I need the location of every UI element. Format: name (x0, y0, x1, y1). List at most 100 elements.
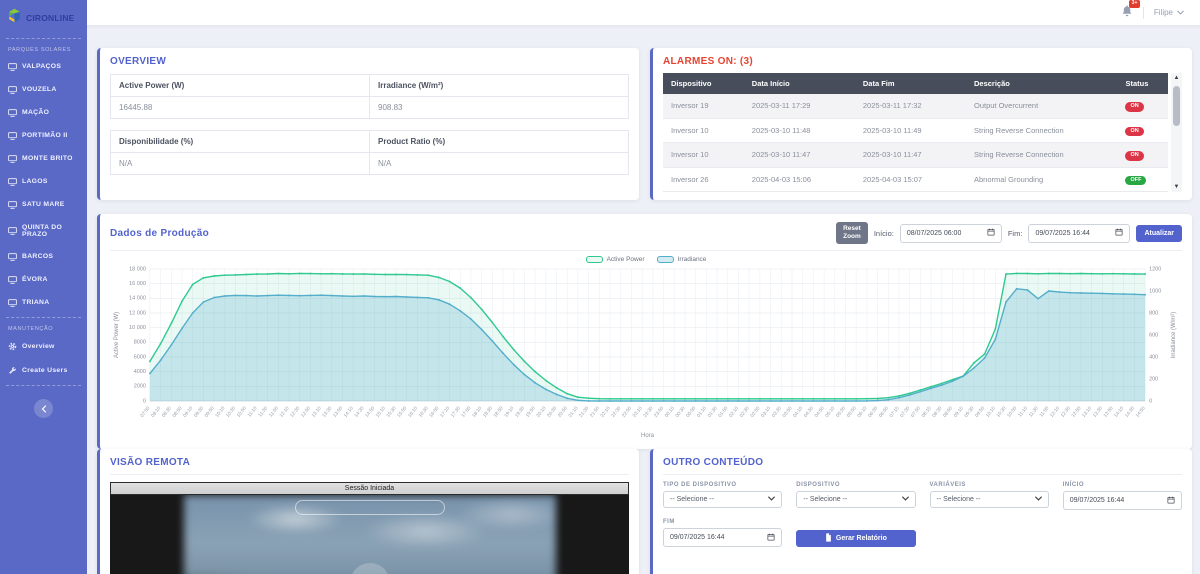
form-fim-input[interactable]: 09/07/2025 16:44 (663, 528, 783, 548)
solar-park-icon (8, 298, 17, 307)
sidebar-item-valpa-os[interactable]: VALPAÇOS (0, 55, 87, 78)
calendar-icon[interactable] (767, 533, 775, 543)
sidebar-item-monte-brito[interactable]: MONTE BRITO (0, 147, 87, 170)
fim-datetime-input[interactable]: 09/07/2025 16:44 (1028, 223, 1131, 243)
notifications-button[interactable]: 3+ (1121, 0, 1140, 22)
svg-text:23:30: 23:30 (642, 406, 654, 419)
sidebar-item-create-users[interactable]: Create Users (0, 358, 87, 382)
svg-text:17:10: 17:10 (439, 406, 451, 419)
variaveis-select[interactable]: -- Selecione -- (929, 491, 1049, 509)
form-fim-label: FIM (663, 519, 675, 526)
svg-text:10:50: 10:50 (1006, 406, 1018, 419)
sidebar-item-portim-o-ii[interactable]: PORTIMÃO II (0, 124, 87, 147)
calendar-icon[interactable] (1115, 228, 1123, 238)
sidebar-item-satu-mare[interactable]: SATU MARE (0, 193, 87, 216)
sidebar-item-label: ÉVORA (22, 276, 48, 283)
solar-park-icon (8, 154, 17, 163)
svg-text:07:10: 07:10 (888, 406, 900, 419)
sidebar-item-label: SATU MARE (22, 201, 65, 208)
metric-label: Disponibilidade (%) (110, 130, 370, 153)
alarm-cell: 2025-03-10 11:48 (743, 118, 855, 143)
sidebar-collapse-button[interactable] (34, 399, 53, 418)
svg-text:14:10: 14:10 (343, 406, 355, 419)
svg-text:12:50: 12:50 (1070, 406, 1082, 419)
form-inicio-input[interactable]: 09/07/2025 16:44 (1062, 491, 1182, 511)
atualizar-button[interactable]: Atualizar (1136, 224, 1182, 242)
sidebar-item-label: Overview (22, 342, 55, 350)
svg-text:08:10: 08:10 (921, 406, 933, 419)
user-menu[interactable]: Filipe (1154, 8, 1184, 17)
gerar-relatorio-label: Gerar Relatório (835, 535, 887, 543)
solar-park-icon (8, 252, 17, 261)
reset-zoom-button[interactable]: Reset Zoom (836, 222, 868, 245)
svg-text:22:10: 22:10 (599, 406, 611, 419)
svg-text:23:10: 23:10 (632, 406, 644, 419)
svg-text:13:30: 13:30 (1092, 406, 1104, 419)
scroll-down-icon[interactable]: ▼ (1173, 184, 1180, 190)
alarm-row[interactable]: Inversor 10 2025-03-10 11:47 2025-03-10 11… (663, 142, 1168, 168)
sidebar-item-label: BARCOS (22, 253, 54, 260)
svg-text:20:50: 20:50 (557, 406, 569, 419)
svg-text:12:50: 12:50 (300, 406, 312, 419)
inicio-datetime-input[interactable]: 08/07/2025 06:00 (899, 223, 1002, 243)
alarm-row[interactable]: Inversor 19 2025-03-11 17:29 2025-03-11 17… (663, 94, 1168, 119)
svg-text:05:30: 05:30 (835, 406, 847, 419)
sidebar-item-vouzela[interactable]: VOUZELA (0, 78, 87, 101)
sidebar-item-overview[interactable]: Overview (0, 334, 87, 358)
fim-label: Fim: (1007, 228, 1023, 238)
svg-text:16:30: 16:30 (418, 406, 430, 419)
svg-text:4000: 4000 (134, 369, 146, 375)
alarm-row[interactable]: Inversor 10 2025-03-10 11:48 2025-03-10 11… (663, 118, 1168, 143)
alarm-column-header: Descrição (965, 73, 1118, 94)
sidebar-item-quinta-do-prazo[interactable]: QUINTA DO PRAZO (0, 216, 87, 245)
overview-card: OVERVIEW Active Power (W) Irradiance (W/m… (97, 48, 639, 200)
svg-text:00:10: 00:10 (664, 406, 676, 419)
svg-text:09:50: 09:50 (974, 406, 986, 419)
scrollbar-thumb[interactable] (1173, 86, 1180, 126)
variaveis-label: VARIÁVEIS (929, 482, 966, 489)
gerar-relatorio-button[interactable]: Gerar Relatório (796, 530, 916, 548)
svg-text:13:30: 13:30 (321, 406, 333, 419)
alarm-cell: String Reverse Connection (965, 118, 1118, 143)
alarm-column-header: Dispositivo (663, 73, 744, 94)
svg-text:01:30: 01:30 (707, 406, 719, 419)
brand[interactable]: CIRONLINE (0, 0, 87, 35)
sidebar-item-triana[interactable]: TRIANA (0, 291, 87, 314)
alarms-scrollbar[interactable]: ▲ ▼ (1171, 73, 1182, 192)
gear-icon (8, 342, 17, 351)
dispositivo-label: DISPOSITIVO (796, 482, 841, 489)
svg-text:02:30: 02:30 (739, 406, 751, 419)
tipo-dispositivo-select[interactable]: -- Selecione -- (663, 491, 783, 509)
svg-text:06:50: 06:50 (878, 406, 890, 419)
alarm-status-cell: ON (1117, 142, 1168, 168)
svg-text:0: 0 (143, 399, 146, 405)
metric-value: 908.83 (369, 96, 629, 119)
sidebar-item-label: LAGOS (22, 178, 48, 185)
scroll-up-icon[interactable]: ▲ (1173, 75, 1180, 81)
svg-text:06:30: 06:30 (867, 406, 879, 419)
sidebar-item-ma-o[interactable]: MAÇÃO (0, 101, 87, 124)
legend-item-irradiance: Irradiance (656, 256, 706, 264)
sidebar-item-label: QUINTA DO PRAZO (22, 223, 63, 238)
calendar-icon[interactable] (987, 228, 995, 238)
remote-video-feed[interactable] (110, 495, 629, 574)
dispositivo-select[interactable]: -- Selecione -- (796, 491, 916, 509)
alarms-card: ALARMES ON: (3) Dispositivo Data Início Da… (650, 48, 1192, 200)
svg-text:13:50: 13:50 (332, 406, 344, 419)
report-form-title: OUTRO CONTEÚDO (663, 457, 764, 469)
svg-text:01:50: 01:50 (717, 406, 729, 419)
sidebar-item-lagos[interactable]: LAGOS (0, 170, 87, 193)
form-fim-value: 09/07/2025 16:44 (670, 534, 725, 542)
form-inicio-value: 09/07/2025 16:44 (1069, 497, 1125, 505)
status-badge: ON (1125, 151, 1144, 161)
sidebar-item-barcos[interactable]: BARCOS (0, 245, 87, 268)
calendar-icon[interactable] (1167, 496, 1175, 506)
alarm-row[interactable]: Inversor 26 2025-04-03 15:06 2025-04-03 15… (663, 167, 1168, 192)
svg-text:20:30: 20:30 (546, 406, 558, 419)
sidebar-item-vora[interactable]: ÉVORA (0, 268, 87, 291)
inicio-label: Início: (873, 228, 894, 238)
svg-text:13:10: 13:10 (311, 406, 323, 419)
production-card: Dados de Produção Reset Zoom Início: 08/… (97, 214, 1192, 450)
production-chart[interactable]: Active Power Irradiance 0 2000 4000 6000 8000… (110, 255, 1182, 441)
